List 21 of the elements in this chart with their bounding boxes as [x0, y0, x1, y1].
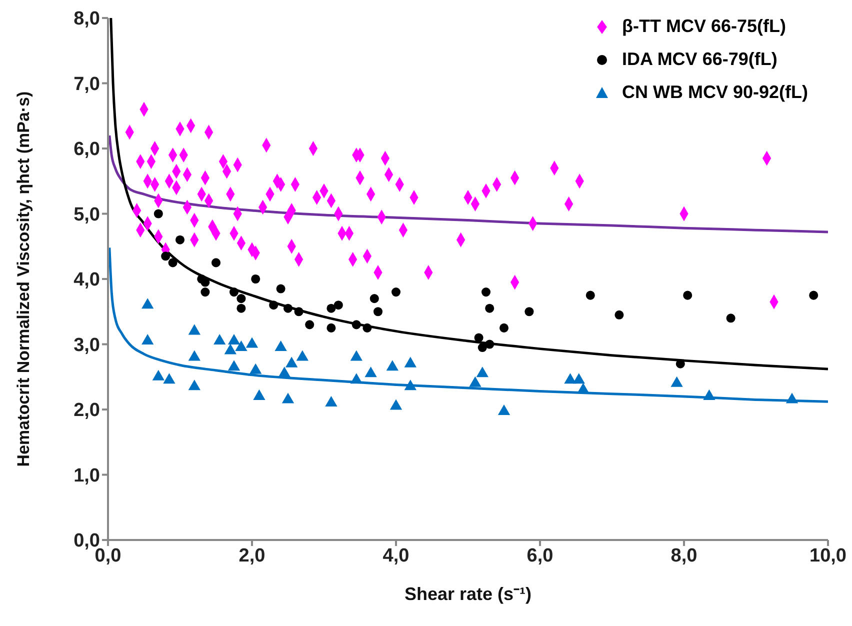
x-tick-label: 6,0 — [526, 545, 554, 566]
y-tick-label: 6,0 — [74, 139, 100, 160]
legend-label: CN WB MCV 90-92(fL) — [622, 82, 808, 103]
x-axis-title: Shear rate (s⁻¹) — [404, 584, 532, 604]
x-tick-label: 8,0 — [670, 545, 698, 566]
y-tick-label: 4,0 — [74, 270, 100, 291]
x-tick-label: 10,0 — [810, 545, 846, 566]
y-axis-title: Hematocrit Normalized Viscosity, ηhct (mPa·s) — [14, 91, 34, 467]
x-tick-label: 2,0 — [238, 545, 266, 566]
y-tick-label: 3,0 — [74, 334, 100, 356]
legend-label: IDA MCV 66-79(fL) — [622, 49, 778, 70]
y-tick-label: 7,0 — [74, 74, 100, 95]
line-series — [108, 246, 828, 403]
y-tick-label: 5,0 — [74, 204, 100, 226]
legend-label: β-TT MCV 66-75(fL) — [622, 16, 786, 37]
y-tick-label: 2,0 — [74, 400, 100, 422]
line-series — [108, 134, 828, 234]
line-series — [110, 18, 828, 370]
x-tick-label: 4,0 — [382, 545, 410, 566]
y-tick-label: 8,0 — [74, 8, 100, 30]
y-tick-label: 1,0 — [74, 465, 100, 486]
